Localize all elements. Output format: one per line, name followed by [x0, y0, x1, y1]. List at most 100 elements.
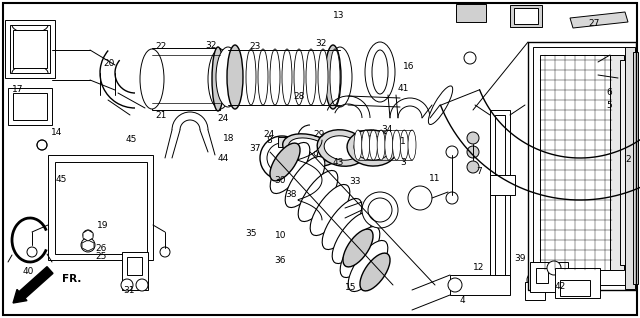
Bar: [528, 42, 636, 290]
Circle shape: [467, 161, 479, 173]
Text: 22: 22: [156, 42, 167, 51]
Text: 42: 42: [554, 282, 566, 291]
Circle shape: [464, 52, 476, 64]
Text: 28: 28: [294, 92, 305, 100]
Bar: [48, 155, 153, 260]
Text: 24: 24: [217, 114, 228, 123]
Polygon shape: [152, 48, 220, 110]
Text: 34: 34: [381, 125, 393, 134]
Text: 7: 7: [476, 167, 481, 176]
Ellipse shape: [298, 170, 338, 222]
Bar: [495, 115, 505, 275]
Polygon shape: [13, 30, 47, 68]
Circle shape: [448, 278, 462, 292]
Polygon shape: [525, 282, 545, 300]
Bar: [530, 262, 568, 292]
Text: 39: 39: [514, 254, 525, 263]
Ellipse shape: [258, 49, 268, 105]
Ellipse shape: [289, 138, 332, 162]
Ellipse shape: [140, 49, 164, 109]
Ellipse shape: [332, 212, 372, 264]
Bar: [536, 268, 548, 283]
Bar: [490, 110, 510, 280]
Circle shape: [121, 279, 133, 291]
Text: 31: 31: [124, 286, 135, 294]
Ellipse shape: [310, 184, 350, 236]
Circle shape: [527, 272, 543, 288]
Circle shape: [37, 140, 47, 150]
Ellipse shape: [317, 130, 367, 166]
Text: 12: 12: [473, 263, 484, 272]
Text: 24: 24: [263, 130, 275, 139]
Bar: [278, 137, 287, 147]
Ellipse shape: [348, 240, 388, 292]
Polygon shape: [490, 175, 515, 195]
Ellipse shape: [340, 226, 380, 278]
Text: 19: 19: [97, 221, 108, 230]
Text: 45: 45: [125, 135, 137, 144]
Ellipse shape: [285, 156, 325, 208]
Ellipse shape: [354, 136, 390, 160]
Circle shape: [467, 146, 479, 158]
Text: 43: 43: [332, 158, 344, 167]
Bar: [514, 8, 538, 24]
Bar: [55, 162, 147, 254]
Ellipse shape: [377, 130, 385, 160]
Bar: [625, 47, 635, 289]
Polygon shape: [83, 230, 93, 241]
Text: 36: 36: [275, 256, 286, 265]
Circle shape: [408, 186, 432, 210]
Polygon shape: [5, 20, 55, 78]
Text: 15: 15: [345, 283, 356, 292]
Text: 17: 17: [12, 85, 24, 94]
Ellipse shape: [324, 136, 360, 160]
Text: 45: 45: [55, 175, 67, 184]
Ellipse shape: [330, 49, 340, 105]
Ellipse shape: [347, 130, 397, 166]
Text: 11: 11: [429, 174, 441, 183]
Ellipse shape: [369, 130, 378, 160]
Text: 25: 25: [95, 252, 107, 261]
Ellipse shape: [208, 49, 232, 109]
Bar: [450, 275, 510, 295]
Polygon shape: [588, 62, 608, 80]
Polygon shape: [8, 88, 52, 125]
Bar: [555, 268, 600, 298]
Text: 9: 9: [313, 151, 318, 160]
Ellipse shape: [408, 130, 416, 160]
Text: 6: 6: [607, 88, 612, 97]
Bar: [540, 55, 612, 270]
Circle shape: [467, 132, 479, 144]
Circle shape: [362, 192, 398, 228]
Text: 44: 44: [217, 154, 228, 163]
Ellipse shape: [294, 49, 304, 105]
FancyArrow shape: [13, 267, 53, 303]
Circle shape: [610, 75, 620, 85]
Polygon shape: [10, 25, 50, 73]
Text: 10: 10: [275, 232, 286, 240]
Ellipse shape: [362, 130, 370, 160]
Text: FR.: FR.: [62, 274, 81, 284]
Polygon shape: [570, 12, 628, 28]
Text: 8: 8: [266, 136, 271, 145]
Text: 23: 23: [249, 42, 260, 51]
Circle shape: [547, 261, 561, 275]
Ellipse shape: [270, 49, 280, 105]
Bar: [533, 47, 631, 285]
Ellipse shape: [270, 142, 310, 194]
Text: 13: 13: [333, 11, 345, 20]
Text: 41: 41: [397, 84, 409, 93]
Ellipse shape: [227, 45, 243, 109]
Ellipse shape: [591, 100, 616, 144]
Ellipse shape: [428, 86, 452, 125]
Ellipse shape: [343, 229, 373, 267]
Circle shape: [136, 279, 148, 291]
Text: 1: 1: [401, 137, 406, 146]
Text: 16: 16: [403, 62, 414, 71]
Bar: [510, 5, 542, 27]
Polygon shape: [82, 240, 94, 251]
Text: 40: 40: [22, 267, 34, 276]
Ellipse shape: [392, 130, 401, 160]
Bar: [456, 4, 486, 22]
Bar: [633, 52, 638, 284]
